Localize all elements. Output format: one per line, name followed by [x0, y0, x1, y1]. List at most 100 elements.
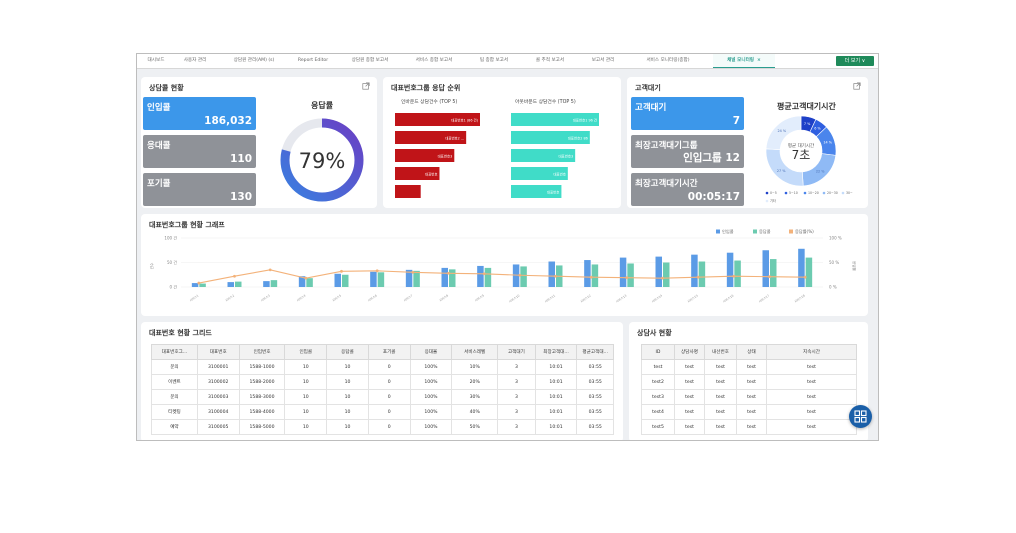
inbound-bar[interactable] — [512, 264, 520, 287]
column-header[interactable]: 인입번호 — [238, 344, 286, 360]
column-header[interactable]: 상태 — [736, 344, 767, 360]
column-header[interactable]: 대표번호그... — [151, 344, 198, 360]
inbound-bar[interactable] — [619, 257, 627, 287]
inbound-bar[interactable] — [395, 167, 440, 180]
rate-point[interactable] — [518, 273, 522, 277]
grid-row[interactable]: 이벤트 3100002 1588-2000 10 10 0 100% 20% 3 10:01 03:… — [151, 374, 614, 390]
rate-point[interactable] — [803, 275, 807, 279]
column-header[interactable]: 응대율 — [409, 344, 453, 360]
column-header[interactable]: 서비스레벨 — [451, 344, 499, 360]
answered-bar[interactable] — [484, 267, 492, 287]
inbound-bar[interactable] — [584, 260, 591, 287]
rate-point[interactable] — [411, 270, 415, 274]
answered-bar[interactable] — [805, 257, 813, 287]
rate-point[interactable] — [268, 268, 272, 272]
column-header[interactable]: 인입콜 — [284, 344, 328, 360]
inbound-bar[interactable] — [762, 250, 770, 287]
rate-point[interactable] — [554, 274, 557, 278]
answered-bar[interactable] — [591, 264, 599, 287]
inbound-bar[interactable] — [263, 281, 270, 287]
inbound-bar[interactable] — [395, 131, 467, 144]
tab-report-editor[interactable]: Report Editor — [297, 58, 329, 63]
inbound-bar[interactable] — [227, 282, 235, 287]
inbound-bar[interactable] — [405, 269, 413, 287]
column-header[interactable]: 최장고객대... — [534, 344, 578, 360]
inbound-bar[interactable] — [477, 265, 484, 287]
external-link-icon[interactable] — [362, 82, 370, 90]
rate-point[interactable] — [304, 276, 308, 280]
tab-service-monitoring[interactable]: 서비스 모니터링(종합) — [646, 58, 690, 63]
rate-point[interactable] — [768, 275, 771, 279]
inbound-bar[interactable] — [395, 185, 421, 198]
agent-row[interactable]: test test test test test — [641, 359, 857, 375]
answered-bar[interactable] — [377, 272, 385, 287]
answered-bar[interactable] — [627, 263, 634, 287]
rate-point[interactable] — [696, 275, 700, 279]
rate-point[interactable] — [732, 274, 736, 278]
column-header[interactable]: ID — [641, 344, 675, 360]
agent-row[interactable]: test4 test test test test — [641, 404, 857, 420]
inbound-bar[interactable] — [798, 248, 805, 287]
tab-service-report[interactable]: 서비스 종합 보고서 — [415, 58, 453, 63]
outbound-bar[interactable] — [511, 185, 562, 198]
column-header[interactable]: 내선번호 — [704, 344, 737, 360]
external-link-icon[interactable] — [853, 82, 861, 90]
answered-bar[interactable] — [698, 261, 706, 287]
outbound-bar[interactable] — [511, 149, 576, 162]
tab-agent-report[interactable]: 상담원 종합 보고서 — [351, 58, 389, 63]
inbound-bar[interactable] — [726, 252, 734, 287]
column-header[interactable]: 포기콜 — [367, 344, 411, 360]
agent-row[interactable]: test5 test test test test — [641, 419, 857, 435]
grid-row[interactable]: 문의 3100001 1588-1000 10 10 0 100% 10% 3 10:01 03:5… — [151, 359, 614, 375]
outbound-bar[interactable] — [511, 167, 568, 180]
inbound-bar[interactable] — [395, 113, 480, 126]
tab-agent-management[interactable]: 상담원 관리(AM) (s) — [233, 58, 275, 63]
outbound-bar[interactable] — [511, 131, 590, 144]
answered-bar[interactable] — [342, 274, 349, 287]
donut-slice[interactable] — [765, 115, 802, 150]
column-header[interactable]: 응답콜 — [326, 344, 369, 360]
agent-row[interactable]: test2 test test test test — [641, 374, 857, 390]
tab-channel-monitoring[interactable]: 채널 모니터링 × — [713, 54, 775, 68]
answered-bar[interactable] — [449, 269, 456, 287]
grid-row[interactable]: 티켓팅 3100004 1588-4000 10 10 0 100% 40% 3 10:01 03:… — [151, 404, 614, 420]
answered-bar[interactable] — [663, 262, 670, 288]
inbound-bar[interactable] — [395, 149, 455, 162]
column-header[interactable]: 고객대기 — [497, 344, 536, 360]
rate-point[interactable] — [233, 274, 236, 278]
rate-point[interactable] — [340, 269, 343, 273]
answered-bar[interactable] — [270, 280, 278, 287]
inbound-bar[interactable] — [691, 254, 698, 287]
answered-bar[interactable] — [413, 270, 420, 287]
floating-menu-button[interactable] — [849, 405, 872, 428]
more-button[interactable]: 더 보기 ∨ — [836, 56, 874, 66]
rate-point[interactable] — [375, 269, 379, 273]
tab-call-trace-report[interactable]: 콜 추적 보고서 — [535, 58, 565, 63]
inbound-bar[interactable] — [655, 256, 663, 287]
rate-point[interactable] — [625, 276, 629, 280]
tab-user-management[interactable]: 사용자 관리 — [183, 58, 207, 63]
inbound-bar[interactable] — [548, 261, 556, 287]
answered-bar[interactable] — [306, 278, 313, 287]
inbound-bar[interactable] — [334, 273, 342, 287]
grid-row[interactable]: 예약 3100005 1588-5000 10 10 0 100% 50% 3 10:01 03:5… — [151, 419, 614, 435]
rate-point[interactable] — [482, 272, 486, 276]
grid-row[interactable]: 문의 3100003 1588-3000 10 10 0 100% 30% 3 10:01 03:5… — [151, 389, 614, 405]
column-header[interactable]: 지속시간 — [766, 344, 857, 360]
column-header[interactable]: 평균고객대... — [576, 344, 614, 360]
inbound-bar[interactable] — [441, 267, 449, 287]
answered-bar[interactable] — [734, 260, 741, 287]
outbound-bar[interactable] — [511, 113, 599, 126]
answered-bar[interactable] — [520, 266, 527, 287]
tab-report-management[interactable]: 보고서 관리 — [591, 58, 615, 63]
inbound-bar[interactable] — [191, 283, 199, 287]
agent-row[interactable]: test3 test test test test — [641, 389, 857, 405]
column-header[interactable]: 대표번호 — [196, 344, 240, 360]
inbound-bar[interactable] — [298, 276, 306, 287]
rate-point[interactable] — [197, 281, 201, 285]
close-icon[interactable]: × — [757, 58, 761, 63]
column-header[interactable]: 상담사명 — [674, 344, 705, 360]
answered-bar[interactable] — [235, 281, 242, 287]
tab-team-report[interactable]: 팀 종합 보고서 — [479, 58, 509, 63]
inbound-bar[interactable] — [370, 271, 377, 287]
